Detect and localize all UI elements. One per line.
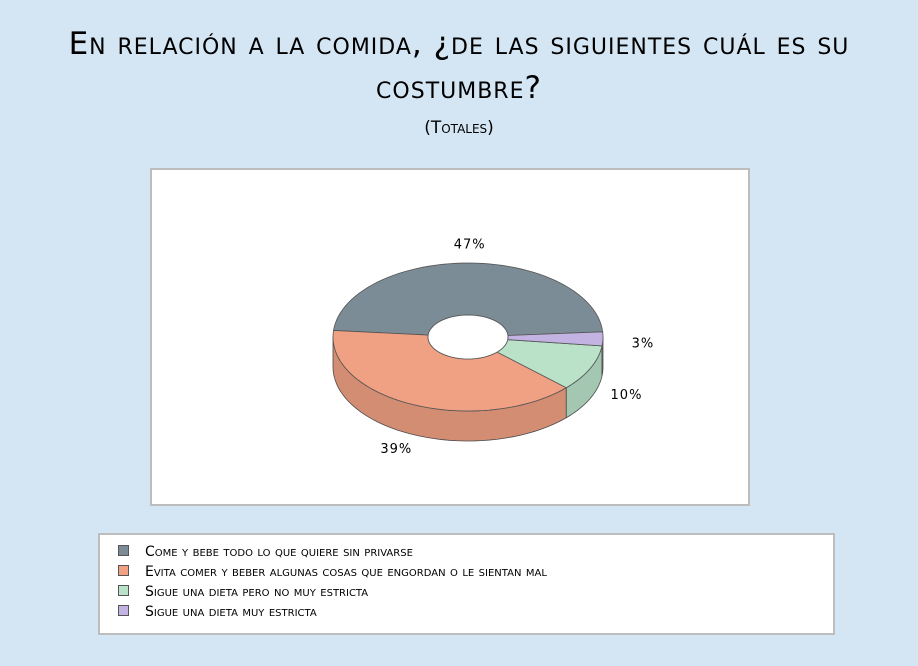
data-label: 10% bbox=[611, 388, 643, 403]
legend: Come y bebe todo lo que quiere sin priva… bbox=[98, 533, 835, 635]
legend-label: Sigue una dieta muy estricta bbox=[145, 604, 317, 620]
chart: 47% 39% 10% 3% bbox=[332, 238, 655, 457]
legend-item: Come y bebe todo lo que quiere sin priva… bbox=[118, 542, 413, 562]
legend-label: Evita comer y beber algunas cosas que en… bbox=[145, 564, 547, 580]
legend-swatch bbox=[118, 545, 129, 556]
legend-item: Sigue una dieta pero no muy estricta bbox=[118, 582, 368, 602]
legend-item: Sigue una dieta muy estricta bbox=[118, 602, 317, 622]
data-label: 47% bbox=[454, 238, 486, 253]
data-label: 39% bbox=[380, 442, 412, 457]
chart-title: En relación a la comida, ¿de las siguien… bbox=[68, 26, 850, 106]
legend-swatch bbox=[118, 585, 129, 596]
legend-label: Sigue una dieta pero no muy estricta bbox=[145, 584, 369, 600]
data-label: 3% bbox=[632, 337, 655, 352]
plot-area: 47% 39% 10% 3% bbox=[150, 168, 750, 506]
legend-label: Come y bebe todo lo que quiere sin priva… bbox=[145, 544, 413, 560]
legend-item: Evita comer y beber algunas cosas que en… bbox=[118, 562, 547, 582]
legend-swatch bbox=[118, 565, 129, 576]
chart-subtitle: (Totales) bbox=[424, 118, 494, 138]
hole bbox=[427, 314, 509, 360]
legend-swatch bbox=[118, 605, 129, 616]
